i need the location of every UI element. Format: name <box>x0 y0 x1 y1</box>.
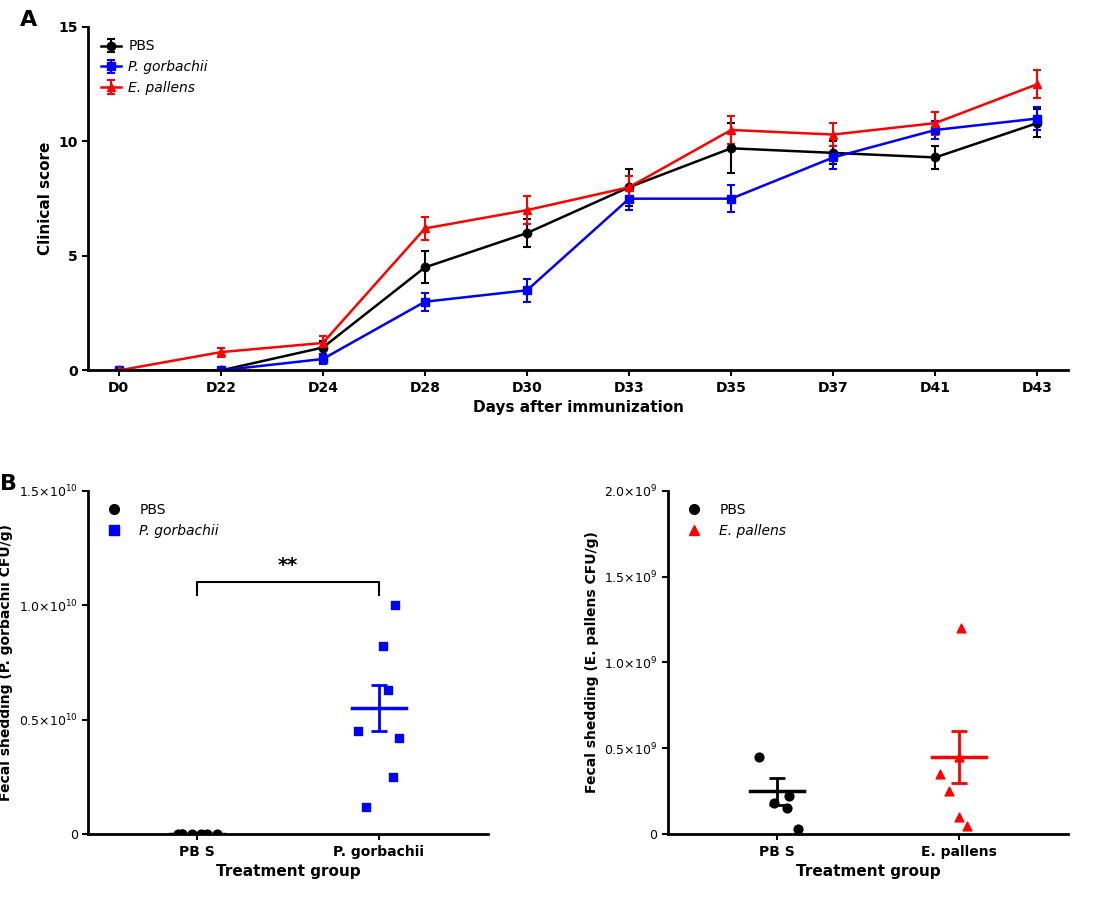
Point <box>379 683 396 697</box>
Y-axis label: Clinical score: Clinical score <box>37 142 53 256</box>
Point <box>750 750 767 764</box>
Point <box>781 789 798 804</box>
Point <box>358 799 375 814</box>
Point <box>374 640 392 654</box>
Y-axis label: Fecal shedding (E. pallens CFU/g): Fecal shedding (E. pallens CFU/g) <box>585 532 599 793</box>
Text: B: B <box>0 474 18 493</box>
Point <box>170 827 187 841</box>
Legend: PBS, E. pallens: PBS, E. pallens <box>675 498 792 544</box>
Text: A: A <box>20 10 36 30</box>
Point <box>940 784 958 798</box>
Point <box>208 827 226 841</box>
X-axis label: Days after immunization: Days after immunization <box>472 400 684 415</box>
Y-axis label: Fecal shedding (P. gorbachii CFU/g): Fecal shedding (P. gorbachii CFU/g) <box>0 524 13 801</box>
X-axis label: Treatment group: Treatment group <box>216 864 360 879</box>
Point <box>386 598 404 613</box>
Point <box>384 770 402 784</box>
Point <box>193 827 210 841</box>
Point <box>951 621 969 635</box>
Point <box>765 797 783 811</box>
Point <box>778 801 796 815</box>
Point <box>958 818 975 832</box>
Text: **: ** <box>277 556 298 575</box>
Point <box>183 826 200 840</box>
Point <box>349 724 367 738</box>
Point <box>198 827 216 841</box>
Point <box>173 827 190 841</box>
Point <box>789 822 807 836</box>
Point <box>950 810 968 824</box>
X-axis label: Treatment group: Treatment group <box>796 864 940 879</box>
Legend: PBS, P. gorbachii, E. pallens: PBS, P. gorbachii, E. pallens <box>95 34 214 100</box>
Point <box>931 767 949 781</box>
Point <box>173 826 190 840</box>
Point <box>950 750 968 764</box>
Point <box>391 731 408 745</box>
Legend: PBS, P. gorbachii: PBS, P. gorbachii <box>95 498 225 544</box>
